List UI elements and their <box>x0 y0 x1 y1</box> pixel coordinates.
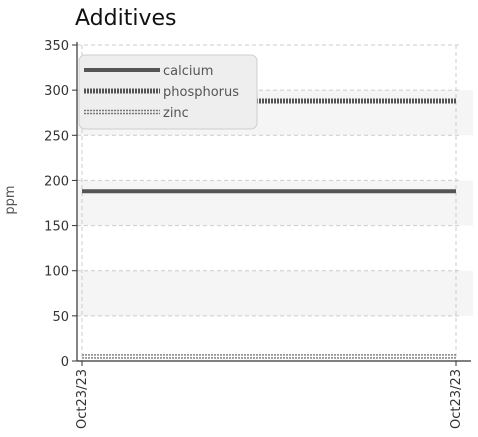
y-tick-label: 250 <box>44 129 69 144</box>
y-tick-label: 200 <box>44 174 69 189</box>
y-tick-label: 100 <box>44 265 69 280</box>
plot-band <box>77 180 473 226</box>
series-zinc <box>82 354 456 359</box>
y-tick-label: 300 <box>44 84 69 99</box>
x-axis-ticks: Oct23/23 Oct23/23 <box>75 361 464 429</box>
legend-label-phosphorus: phosphorus <box>163 85 239 100</box>
axes <box>76 42 471 362</box>
y-tick-label: 350 <box>44 39 69 54</box>
x-tick-label: Oct23/23 <box>75 369 90 429</box>
y-tick-label: 0 <box>61 355 69 370</box>
y-tick-label: 50 <box>52 310 69 325</box>
y-axis-ticks: 0 50 100 150 200 250 300 350 <box>44 39 77 370</box>
chart-title: Additives <box>75 6 176 31</box>
legend-label-zinc: zinc <box>163 106 189 121</box>
legend: calcium phosphorus zinc <box>78 54 258 130</box>
y-tick-label: 150 <box>44 220 69 235</box>
x-tick-label: Oct23/23 <box>449 369 464 429</box>
series-layer <box>82 98 456 359</box>
legend-label-calcium: calcium <box>163 64 213 79</box>
y-axis-label: ppm <box>3 185 18 214</box>
plot-band <box>77 270 473 316</box>
grid-lines <box>77 44 459 361</box>
